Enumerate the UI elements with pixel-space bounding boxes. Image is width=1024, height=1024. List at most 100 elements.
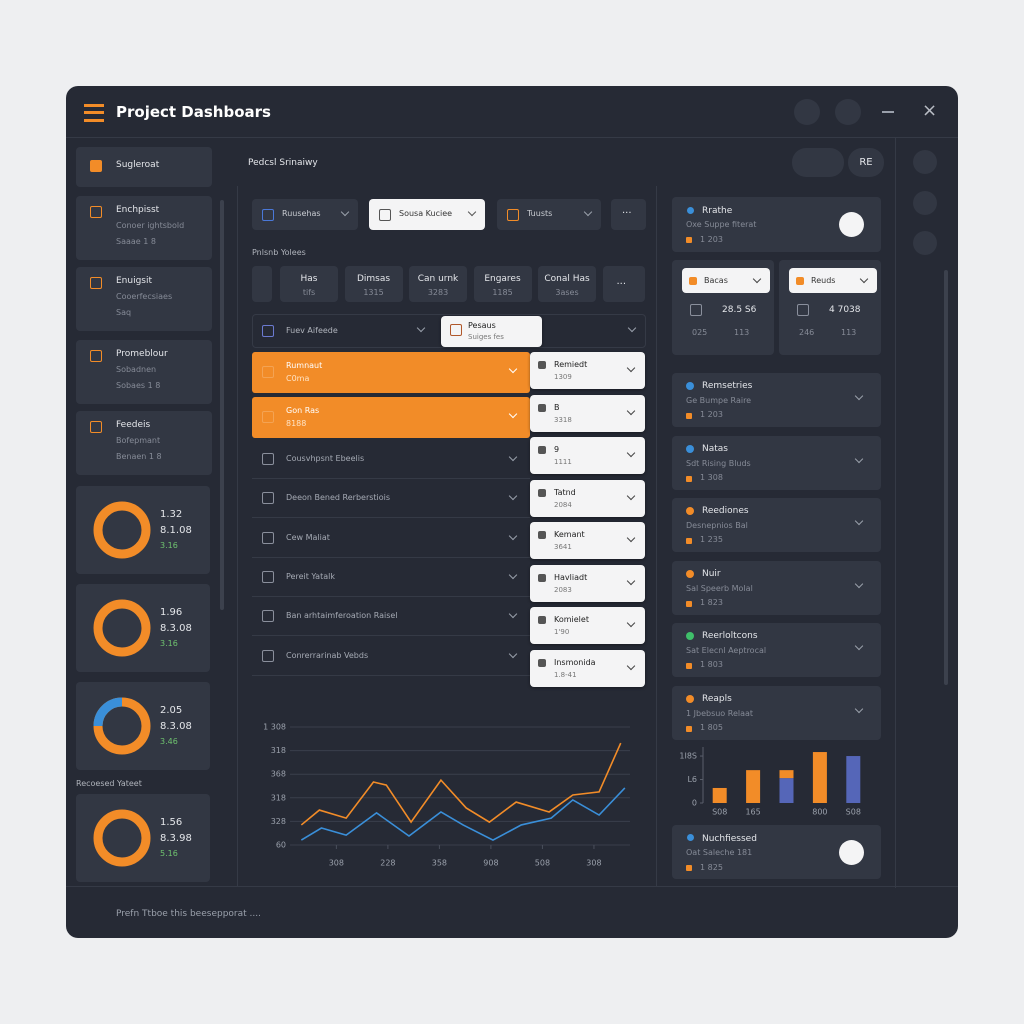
icon — [538, 488, 546, 497]
list-row[interactable] — [252, 479, 530, 519]
window-button[interactable] — [835, 99, 861, 125]
meta-dot — [686, 725, 692, 732]
meta-dot — [686, 413, 692, 419]
donut-text: 8.3.98 — [160, 833, 192, 844]
tool-icon[interactable] — [913, 150, 937, 174]
close-button[interactable]: × — [922, 100, 938, 121]
detail-card[interactable] — [530, 522, 645, 559]
donut-text: 8.1.08 — [160, 525, 192, 536]
detail-card[interactable] — [530, 437, 645, 474]
card-button[interactable] — [839, 212, 864, 237]
card-sub: Oxe Suppe fiterat — [686, 220, 757, 229]
donut-text: 8.3.08 — [160, 721, 192, 732]
footer-text: Prefn Ttboe this beesepporat .... — [116, 909, 261, 919]
tab-sub: 3ases — [555, 288, 579, 297]
nav-title: Enuigsit — [116, 276, 153, 286]
list-meta: 1 203 — [700, 410, 723, 419]
icon — [538, 446, 546, 454]
donut-text: 1.32 — [160, 509, 183, 520]
icon — [262, 325, 274, 337]
window-button[interactable] — [794, 99, 820, 125]
card-title: Rrathe — [702, 206, 733, 216]
list-row[interactable] — [252, 519, 530, 558]
card-sub: 1.8-41 — [554, 670, 577, 679]
divider — [656, 186, 657, 886]
icon — [262, 366, 274, 378]
detail-card[interactable] — [530, 394, 645, 432]
icon — [90, 277, 102, 289]
tab[interactable] — [473, 266, 532, 302]
card-sub: 3318 — [554, 415, 572, 424]
filter-selected[interactable] — [441, 316, 542, 347]
tool-icon[interactable] — [913, 231, 937, 255]
card-button[interactable] — [839, 840, 864, 865]
dropdown[interactable] — [369, 199, 485, 230]
detail-card[interactable] — [530, 352, 645, 389]
card-sub: 1'90 — [554, 628, 570, 636]
tab[interactable] — [409, 266, 467, 302]
donut-text: 3.16 — [160, 639, 178, 648]
detail-card[interactable] — [530, 607, 645, 644]
list-card[interactable] — [672, 623, 881, 677]
scrollbar[interactable] — [220, 200, 224, 610]
list-card[interactable] — [672, 373, 881, 427]
nav-meta: Benaen 1 8 — [116, 452, 162, 461]
filter-dropdown[interactable] — [252, 314, 646, 348]
nav-title: Enchpisst — [116, 205, 160, 215]
detail-card[interactable] — [530, 479, 645, 517]
tab[interactable] — [280, 266, 338, 302]
divider — [66, 886, 958, 887]
list-card[interactable] — [672, 498, 881, 552]
card-sub: 3641 — [554, 543, 572, 551]
nav-title: Feedeis — [116, 420, 151, 430]
list-row[interactable] — [252, 597, 530, 637]
icon — [450, 324, 462, 336]
meta-dot — [686, 865, 692, 871]
icon — [90, 206, 102, 218]
status-dot — [687, 834, 694, 841]
donut-text: 1.56 — [160, 817, 183, 828]
row-title: Cew Maliat — [286, 532, 330, 542]
tool-icon[interactable] — [913, 191, 937, 215]
highlight-row[interactable] — [252, 352, 530, 393]
tab-title: Engares — [484, 274, 521, 284]
tab-sub: 1315 — [363, 288, 384, 297]
dropdown[interactable] — [611, 199, 646, 230]
dropdown-label: Bacas — [704, 276, 728, 285]
scrollbar[interactable] — [944, 270, 948, 685]
list-title: Natas — [702, 443, 728, 454]
list-row[interactable] — [252, 440, 530, 479]
icon — [689, 277, 697, 285]
action-button[interactable]: RE — [848, 148, 884, 177]
dropdown[interactable] — [497, 199, 601, 230]
highlight-row[interactable] — [252, 397, 530, 438]
list-row[interactable] — [252, 558, 530, 597]
tab[interactable] — [602, 266, 645, 302]
detail-card[interactable] — [530, 564, 645, 602]
filter-title: Pesaus — [468, 321, 496, 330]
search-button[interactable] — [792, 148, 844, 177]
tab[interactable] — [538, 266, 596, 302]
filter-sub: Suiges fes — [468, 333, 504, 341]
list-sub: Sal Speerb Molal — [686, 583, 753, 593]
icon — [690, 304, 702, 316]
tab-sub: tifs — [302, 288, 316, 297]
stat-foot: 113 — [734, 328, 750, 337]
detail-card[interactable] — [530, 649, 645, 687]
icon — [538, 403, 546, 412]
list-card[interactable] — [672, 560, 881, 615]
tab-title: Dimsas — [356, 274, 391, 284]
list-title: Nuir — [702, 568, 721, 579]
icon — [262, 570, 274, 583]
list-row[interactable] — [252, 637, 530, 676]
list-card[interactable] — [672, 435, 881, 490]
icon — [797, 304, 809, 316]
dropdown[interactable] — [252, 199, 358, 230]
nav-meta: Saq — [116, 308, 132, 317]
list-card[interactable] — [672, 685, 881, 740]
minimize-button[interactable] — [882, 111, 894, 113]
tab[interactable] — [344, 266, 403, 302]
stat-foot: 246 — [799, 328, 815, 337]
menu-button[interactable] — [84, 104, 104, 122]
